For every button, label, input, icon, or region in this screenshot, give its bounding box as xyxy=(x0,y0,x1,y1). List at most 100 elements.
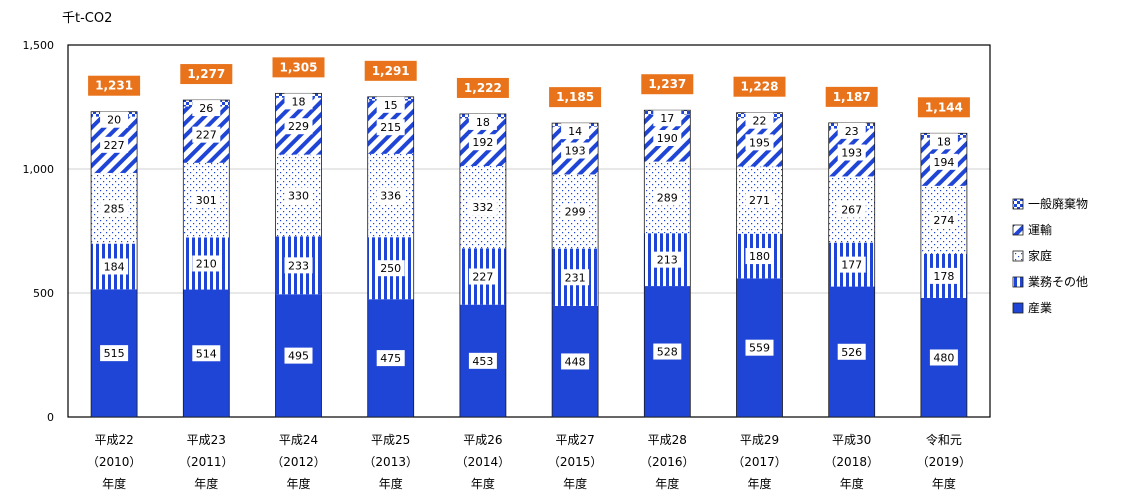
total-label-bg xyxy=(88,75,141,96)
data-label: 528 xyxy=(657,346,678,359)
bars: 515 184 285 227 20 1,231 514 210 301 227 26 1,277 49… xyxy=(88,57,970,418)
data-label: 195 xyxy=(749,136,770,149)
data-label: 23 xyxy=(845,125,859,138)
data-label: 17 xyxy=(660,112,674,125)
x-tick-label: （2014） xyxy=(456,455,511,469)
legend-label: 一般廃棄物 xyxy=(1028,196,1088,211)
legend-swatch xyxy=(1012,224,1024,236)
data-label: 194 xyxy=(933,156,954,169)
total-label: 1,222 xyxy=(464,81,502,95)
x-tick-label: （2018） xyxy=(824,455,879,469)
data-label: 184 xyxy=(104,260,125,273)
data-label-bg xyxy=(653,130,682,146)
x-tick-label: 年度 xyxy=(102,476,126,491)
data-label: 330 xyxy=(288,190,309,203)
data-label: 285 xyxy=(104,202,125,215)
total-label-bg xyxy=(917,97,970,118)
bar-stack: 526 177 267 193 23 1,187 xyxy=(825,86,878,418)
data-label: 480 xyxy=(933,351,954,364)
data-label: 514 xyxy=(196,347,217,360)
data-label: 192 xyxy=(472,136,493,149)
data-label-bg xyxy=(653,189,682,206)
total-label: 1,237 xyxy=(648,77,686,91)
x-tick-label: 年度 xyxy=(747,476,771,491)
legend-swatch xyxy=(1012,250,1024,262)
data-label-bg xyxy=(837,144,866,161)
data-label-bg xyxy=(929,211,958,228)
data-label: 289 xyxy=(657,191,678,204)
total-label: 1,291 xyxy=(372,64,410,78)
legend-swatch xyxy=(1012,276,1024,288)
y-tick-label: 0 xyxy=(47,411,54,424)
x-tick-label: 平成22 xyxy=(94,433,133,447)
data-label: 229 xyxy=(288,120,309,133)
total-label: 1,144 xyxy=(925,100,963,114)
total-label-bg xyxy=(272,57,325,78)
bar-stack: 448 231 299 193 14 1,185 xyxy=(549,87,602,418)
bar-stack: 559 180 271 195 22 1,228 xyxy=(733,76,786,418)
x-axis-labels: 平成22 （2010） 年度 平成23 （2011） 年度 平成24 （2012） 年度 平成25… xyxy=(87,432,971,491)
data-label: 18 xyxy=(476,116,490,129)
x-tick-label: （2017） xyxy=(732,455,787,469)
data-label: 250 xyxy=(380,262,401,275)
data-label: 190 xyxy=(657,132,678,145)
data-label: 515 xyxy=(104,347,125,360)
data-label: 231 xyxy=(565,271,586,284)
bar-stack: 480 178 274 194 18 1,144 xyxy=(917,97,970,418)
data-label-bg xyxy=(192,126,221,143)
data-label-bg xyxy=(284,93,313,110)
data-label: 227 xyxy=(196,129,217,142)
x-tick-label: （2010） xyxy=(87,455,142,469)
data-label-bg xyxy=(837,201,866,218)
x-tick-label: 平成26 xyxy=(463,433,502,447)
data-label: 271 xyxy=(749,194,770,207)
data-label: 18 xyxy=(292,95,306,108)
data-label-bg xyxy=(192,192,221,209)
data-label-bg xyxy=(468,268,497,285)
x-tick-label: 平成27 xyxy=(555,433,594,447)
total-label: 1,185 xyxy=(556,90,594,104)
data-label-bg xyxy=(468,134,497,151)
data-label-bg xyxy=(100,111,129,128)
bar-stack: 515 184 285 227 20 1,231 xyxy=(88,75,141,418)
data-label: 26 xyxy=(199,102,213,115)
data-label: 453 xyxy=(472,355,493,368)
data-label-bg xyxy=(745,248,774,265)
x-tick-label: 年度 xyxy=(655,476,679,491)
data-label: 18 xyxy=(937,135,951,148)
x-tick-label: 年度 xyxy=(379,476,403,491)
y-axis-ticks: 0 500 1,000 1,500 xyxy=(23,39,55,424)
data-label: 299 xyxy=(565,206,586,219)
x-tick-label: （2013） xyxy=(363,455,418,469)
x-tick-label: （2015） xyxy=(548,455,603,469)
x-tick-label: （2019） xyxy=(917,455,972,469)
plot-area-frame xyxy=(67,44,991,418)
data-label: 332 xyxy=(472,201,493,214)
data-label: 20 xyxy=(107,114,121,127)
bar-stack: 453 227 332 192 18 1,222 xyxy=(456,77,509,418)
x-tick-label: 年度 xyxy=(194,476,218,491)
data-label: 22 xyxy=(753,115,767,128)
total-label: 1,187 xyxy=(833,90,871,104)
data-label-bg xyxy=(100,200,129,217)
data-label-bg xyxy=(561,123,590,140)
x-tick-label: 平成24 xyxy=(279,433,318,447)
data-label: 267 xyxy=(841,204,862,217)
data-label-bg xyxy=(192,345,221,362)
data-label: 177 xyxy=(841,259,862,272)
x-tick-label: 令和元 xyxy=(926,432,962,447)
data-label: 15 xyxy=(384,99,398,112)
x-tick-label: 平成25 xyxy=(371,433,410,447)
data-label: 193 xyxy=(841,147,862,160)
data-label: 213 xyxy=(657,254,678,267)
total-label: 1,277 xyxy=(187,67,225,81)
total-label-bg xyxy=(825,86,878,107)
data-label-bg xyxy=(468,352,497,369)
y-tick-label: 1,000 xyxy=(23,163,55,176)
data-label-bg xyxy=(561,203,590,220)
bar-stack: 514 210 301 227 26 1,277 xyxy=(180,64,233,418)
data-label: 526 xyxy=(841,346,862,359)
data-label-bg xyxy=(561,142,590,159)
legend-label: 家庭 xyxy=(1028,248,1052,263)
